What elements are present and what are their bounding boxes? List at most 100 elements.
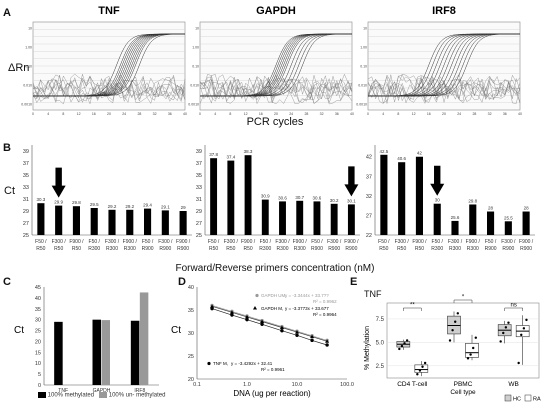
amp-y-tick: 0.10: [360, 65, 367, 69]
amp-baseline-curve: [367, 82, 521, 104]
bar-2-1: [398, 162, 406, 235]
e-category-label: CD4 T-cell: [397, 381, 428, 388]
bar-value-label: 29: [181, 205, 187, 210]
bar-category-label: F900 /: [293, 239, 308, 245]
amp-x-tick: 36: [168, 112, 172, 116]
bar-value-label: 29.9: [54, 200, 63, 205]
c-category-label: IRF8: [134, 388, 145, 394]
panel-b-x-label: Forward/Reverse primers concentration (n…: [175, 263, 375, 274]
legend-unmethylated-label: 100% un- methylated: [108, 392, 166, 399]
bar-2-8: [522, 211, 530, 235]
bar-y-tick: 27: [23, 221, 29, 227]
e-category-label: PBMC: [454, 381, 473, 388]
bar-category-label: F50 /: [35, 239, 47, 245]
e-ra-0-point: [421, 365, 424, 368]
bar-0-1: [55, 205, 63, 235]
e-sig-label-2: ns: [510, 303, 516, 309]
d-point: [310, 338, 314, 343]
amp-x-tick: 0: [32, 112, 34, 116]
bar-value-label: 25.6: [451, 215, 460, 220]
bar-y-tick: 32: [366, 194, 372, 200]
amp-x-tick: 12: [77, 112, 81, 116]
bar-1-7: [330, 203, 338, 235]
panel-label-e: E: [350, 276, 358, 288]
d-x-label: DNA (ug per reaction): [233, 389, 311, 398]
e-hc-1-point: [454, 320, 457, 323]
amp-y-tick: 0.0010: [356, 103, 367, 107]
bar-y-tick: 31: [196, 197, 202, 203]
e-hc-1-point: [448, 339, 452, 342]
amp-x-tick: 32: [488, 112, 492, 116]
d-legend-m-marker: [253, 306, 257, 310]
bar-value-label: 42: [417, 151, 423, 156]
bar-1-8: [347, 204, 355, 235]
e-ra-2-point: [517, 361, 520, 365]
c-y-tick: 15: [35, 350, 41, 356]
amp-baseline-curve: [32, 82, 186, 103]
d-x-tick: 100.0: [340, 382, 354, 388]
amp-y-tick: 0.0010: [21, 103, 32, 107]
bar-value-label: 28: [524, 206, 530, 211]
bar-category-label: R900: [520, 246, 532, 252]
bar-category-label: R900: [177, 246, 189, 252]
e-ra-0-point: [416, 373, 419, 376]
d-point: [310, 334, 315, 339]
bar-category-label: R300: [277, 246, 289, 252]
amp-x-tick: 36: [503, 112, 507, 116]
bar-category-label: F300 /: [395, 239, 410, 245]
amp-y-tick: 1.00: [192, 46, 199, 50]
bar-category-label: R50: [415, 246, 424, 252]
bar-1-4: [279, 201, 286, 235]
amp-x-tick: 12: [244, 112, 248, 116]
bar-category-label: R300: [449, 246, 461, 252]
bar-category-label: R300: [88, 246, 100, 252]
d-ann-um-r2: R² = 0.9962: [313, 299, 337, 304]
amp-x-tick: 28: [472, 112, 476, 116]
bar-y-tick: 22: [366, 233, 372, 239]
d-point: [295, 333, 299, 337]
bar-y-tick: 37: [366, 174, 372, 180]
bar-value-label: 29.8: [72, 200, 81, 205]
bar-category-label: F900 /: [519, 239, 534, 245]
bar-2-2: [415, 156, 423, 235]
bar-0-8: [179, 211, 187, 235]
panel-label-b: B: [3, 142, 11, 154]
d-x-tick: 1.0: [243, 382, 251, 388]
bar-category-label: F900 /: [412, 239, 427, 245]
amp-x-tick: 40: [183, 112, 187, 116]
amp-baseline-curve: [32, 74, 186, 97]
bar-category-label: F300 /: [224, 239, 239, 245]
bar-1-6: [313, 201, 321, 235]
amp-x-tick: 0: [367, 112, 369, 116]
d-point: [260, 322, 264, 326]
bar-category-label: R900: [159, 246, 171, 252]
amp-y-tick: 1.00: [360, 46, 367, 50]
arrow-marker-0: [51, 167, 66, 198]
d-point: [210, 306, 214, 311]
e-sig-label-1: *: [462, 295, 465, 301]
panel-a-title-2: IRF8: [432, 5, 456, 17]
bar-y-tick: 27: [366, 213, 372, 219]
d-point: [260, 319, 265, 323]
amp-x-tick: 36: [335, 112, 339, 116]
bar-1-1: [227, 160, 235, 235]
amp-x-tick: 16: [259, 112, 263, 116]
e-hc-2-point: [507, 321, 510, 324]
e-sig-bracket-0: [403, 307, 422, 311]
bar-category-label: R50: [36, 246, 45, 252]
panel-e-y-label: % Methylation: [364, 326, 371, 370]
amp-baseline-curve: [32, 78, 186, 101]
e-y-tick: 5.0: [376, 340, 385, 346]
e-x-label: Cell type: [450, 389, 476, 396]
bar-category-label: F300 /: [105, 239, 120, 245]
d-point: [210, 304, 215, 308]
c-bar-1-1: [101, 320, 110, 385]
e-ra-0-point: [418, 369, 422, 372]
bar-value-label: 30.1: [347, 198, 356, 203]
e-hc-0-point: [398, 347, 401, 351]
bar-0-7: [161, 210, 169, 235]
bar-value-label: 38.3: [244, 149, 253, 154]
bar-category-label: F900 /: [123, 239, 138, 245]
amp-curve: [368, 33, 520, 97]
bar-value-label: 29.5: [90, 202, 99, 207]
